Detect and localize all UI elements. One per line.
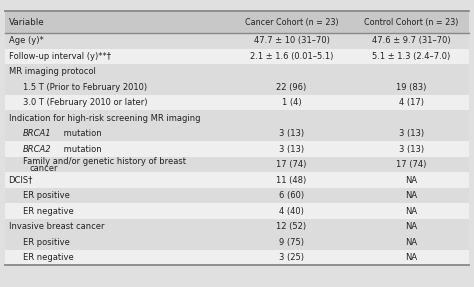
Text: 12 (52): 12 (52) [276,222,307,231]
Text: ER negative: ER negative [23,207,73,216]
Bar [5,126,469,141]
Text: ER positive: ER positive [23,238,70,247]
Text: Control Cohort (n = 23): Control Cohort (n = 23) [364,18,458,27]
Text: cancer: cancer [30,164,58,173]
Bar [5,188,469,203]
Text: DCIS†: DCIS† [9,176,33,185]
Text: 47.6 ± 9.7 (31–70): 47.6 ± 9.7 (31–70) [372,36,450,45]
Text: 3 (13): 3 (13) [279,129,304,138]
Text: Invasive breast cancer: Invasive breast cancer [9,222,104,231]
Text: 5.1 ± 1.3 (2.4–7.0): 5.1 ± 1.3 (2.4–7.0) [372,52,450,61]
Bar [5,172,469,188]
Bar [5,157,469,172]
Text: 47.7 ± 10 (31–70): 47.7 ± 10 (31–70) [254,36,329,45]
Text: Indication for high-risk screening MR imaging: Indication for high-risk screening MR im… [9,114,200,123]
Text: 3 (25): 3 (25) [279,253,304,262]
Text: 9 (75): 9 (75) [279,238,304,247]
Text: NA: NA [405,253,417,262]
Text: BRCA2: BRCA2 [23,145,51,154]
Text: 3 (13): 3 (13) [399,129,424,138]
Text: 11 (48): 11 (48) [276,176,307,185]
Bar [5,49,469,64]
Text: 17 (74): 17 (74) [276,160,307,169]
Bar [5,250,469,265]
Text: Age (y)*: Age (y)* [9,36,43,45]
Bar [5,141,469,157]
Bar [5,33,469,49]
Text: NA: NA [405,222,417,231]
Bar [5,95,469,110]
Text: 19 (83): 19 (83) [396,83,427,92]
Bar [5,64,469,79]
Text: mutation: mutation [61,145,102,154]
Text: 2.1 ± 1.6 (0.01–5.1): 2.1 ± 1.6 (0.01–5.1) [250,52,333,61]
Bar [5,79,469,95]
Text: MR imaging protocol: MR imaging protocol [9,67,95,76]
Text: ER positive: ER positive [23,191,70,200]
Text: 3 (13): 3 (13) [279,145,304,154]
Text: Variable: Variable [9,18,44,27]
Text: 3 (13): 3 (13) [399,145,424,154]
Text: mutation: mutation [61,129,102,138]
Text: Cancer Cohort (n = 23): Cancer Cohort (n = 23) [245,18,338,27]
Text: 1 (4): 1 (4) [282,98,301,107]
Text: NA: NA [405,191,417,200]
Text: 1.5 T (Prior to February 2010): 1.5 T (Prior to February 2010) [23,83,147,92]
Text: NA: NA [405,238,417,247]
Bar [5,110,469,126]
Text: Family and/or genetic history of breast: Family and/or genetic history of breast [23,157,186,166]
Bar [5,234,469,250]
Text: 22 (96): 22 (96) [276,83,307,92]
Text: 3.0 T (February 2010 or later): 3.0 T (February 2010 or later) [23,98,147,107]
Bar [5,203,469,219]
Text: BRCA1: BRCA1 [23,129,51,138]
Text: NA: NA [405,176,417,185]
Bar [5,11,469,33]
Text: NA: NA [405,207,417,216]
Text: 6 (60): 6 (60) [279,191,304,200]
Text: ER negative: ER negative [23,253,73,262]
Text: Follow-up interval (y)**†: Follow-up interval (y)**† [9,52,110,61]
Text: 4 (17): 4 (17) [399,98,424,107]
Bar [5,219,469,234]
Text: 4 (40): 4 (40) [279,207,304,216]
Text: 17 (74): 17 (74) [396,160,427,169]
